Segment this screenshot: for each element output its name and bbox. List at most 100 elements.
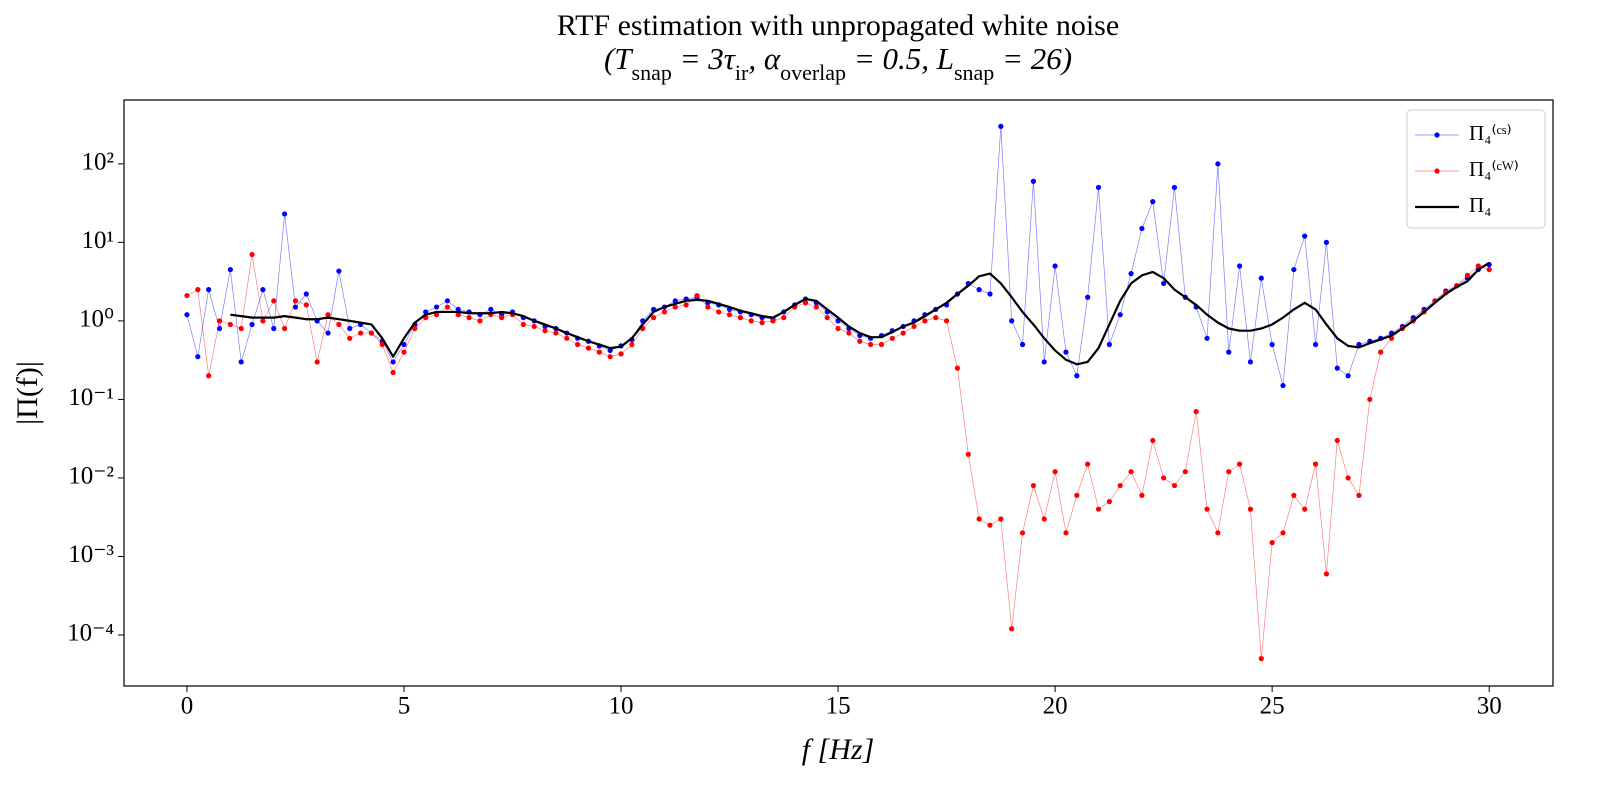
subtitle-part: (T — [604, 41, 634, 76]
subtitle-subscript: snap — [954, 60, 994, 85]
data-point — [249, 321, 255, 328]
data-point — [922, 318, 928, 324]
data-point — [1226, 469, 1232, 475]
data-point — [1171, 482, 1178, 489]
data-point — [206, 287, 212, 293]
data-point — [1204, 335, 1210, 341]
data-point — [1269, 540, 1275, 546]
y-tick-label: 10⁻¹ — [68, 384, 114, 411]
data-point — [1258, 656, 1264, 662]
series-line — [230, 261, 1490, 366]
data-point — [1182, 469, 1188, 475]
y-axis-label: |Π(f)| — [11, 361, 44, 425]
y-tick-label: 10⁻² — [68, 463, 114, 490]
legend-box — [1406, 109, 1546, 229]
data-point — [466, 315, 472, 321]
data-point — [271, 325, 277, 332]
data-point — [336, 268, 342, 274]
data-point — [1030, 178, 1037, 184]
data-point — [998, 516, 1004, 522]
data-point — [1019, 530, 1026, 536]
x-tick-label: 20 — [1043, 693, 1068, 720]
data-point — [1464, 272, 1471, 278]
data-point — [347, 335, 353, 341]
data-point — [1009, 626, 1015, 632]
data-point — [857, 338, 863, 344]
subtitle-subscript: overlap — [780, 60, 846, 85]
data-point — [1345, 373, 1351, 379]
data-point — [629, 341, 635, 348]
y-tick-label: 10⁻⁴ — [67, 620, 114, 647]
data-point — [325, 312, 331, 318]
data-point — [314, 359, 320, 365]
data-point — [1291, 266, 1297, 273]
data-point — [943, 318, 950, 324]
data-point — [737, 315, 743, 321]
data-point — [184, 312, 190, 318]
data-point — [607, 354, 613, 360]
data-point — [390, 369, 396, 376]
x-tick-label: 10 — [609, 693, 634, 720]
data-point — [1117, 482, 1123, 489]
data-point — [1030, 482, 1037, 489]
data-point — [1052, 469, 1058, 475]
data-point — [271, 298, 277, 304]
data-point — [1161, 280, 1167, 287]
data-point — [987, 522, 993, 528]
data-point — [401, 349, 407, 355]
data-point — [1019, 341, 1026, 348]
data-point — [260, 287, 266, 293]
data-point — [564, 335, 570, 341]
data-point — [216, 318, 223, 324]
data-point — [260, 318, 266, 324]
data-point — [1085, 294, 1091, 300]
data-point — [954, 365, 961, 371]
data-point — [618, 351, 624, 357]
data-point — [998, 123, 1004, 129]
data-point — [455, 306, 461, 313]
data-point — [911, 323, 917, 330]
data-point — [607, 347, 613, 354]
data-point — [1171, 184, 1178, 191]
subtitle-subscript: ir — [735, 60, 749, 85]
data-point — [227, 266, 233, 273]
data-point — [542, 328, 548, 334]
data-point — [759, 320, 765, 326]
data-point — [303, 291, 309, 297]
x-tick-label: 15 — [826, 693, 851, 720]
x-tick-label: 5 — [398, 693, 411, 720]
subtitle-part: = 0.5, L — [846, 41, 954, 76]
data-point — [347, 325, 353, 332]
data-point — [1247, 506, 1254, 512]
y-tick-label: 10¹ — [82, 227, 115, 254]
data-point — [824, 315, 830, 321]
data-point — [282, 325, 288, 332]
legend-label: Π₄⁽ᶜˢ⁾ — [1469, 121, 1512, 145]
data-point — [238, 359, 244, 365]
data-point — [748, 318, 754, 324]
data-point — [575, 341, 581, 348]
data-point — [401, 341, 407, 348]
data-point — [726, 312, 733, 318]
data-point — [325, 330, 331, 336]
data-point — [987, 291, 993, 297]
data-point — [531, 323, 537, 330]
data-point — [1063, 349, 1069, 355]
data-point — [195, 287, 201, 293]
data-point — [781, 315, 787, 321]
data-point — [672, 304, 678, 310]
data-point — [227, 321, 233, 328]
data-point — [889, 335, 895, 341]
data-point — [1280, 530, 1286, 536]
data-point — [444, 298, 450, 304]
x-axis-label: f [Hz] — [802, 733, 875, 766]
data-point — [368, 330, 375, 336]
data-point — [206, 373, 212, 379]
data-point — [1356, 492, 1362, 498]
data-point — [249, 251, 255, 258]
data-point — [1291, 492, 1297, 498]
data-point — [1323, 571, 1330, 577]
data-point — [1302, 233, 1308, 239]
subtitle-part: = 26) — [994, 41, 1072, 76]
